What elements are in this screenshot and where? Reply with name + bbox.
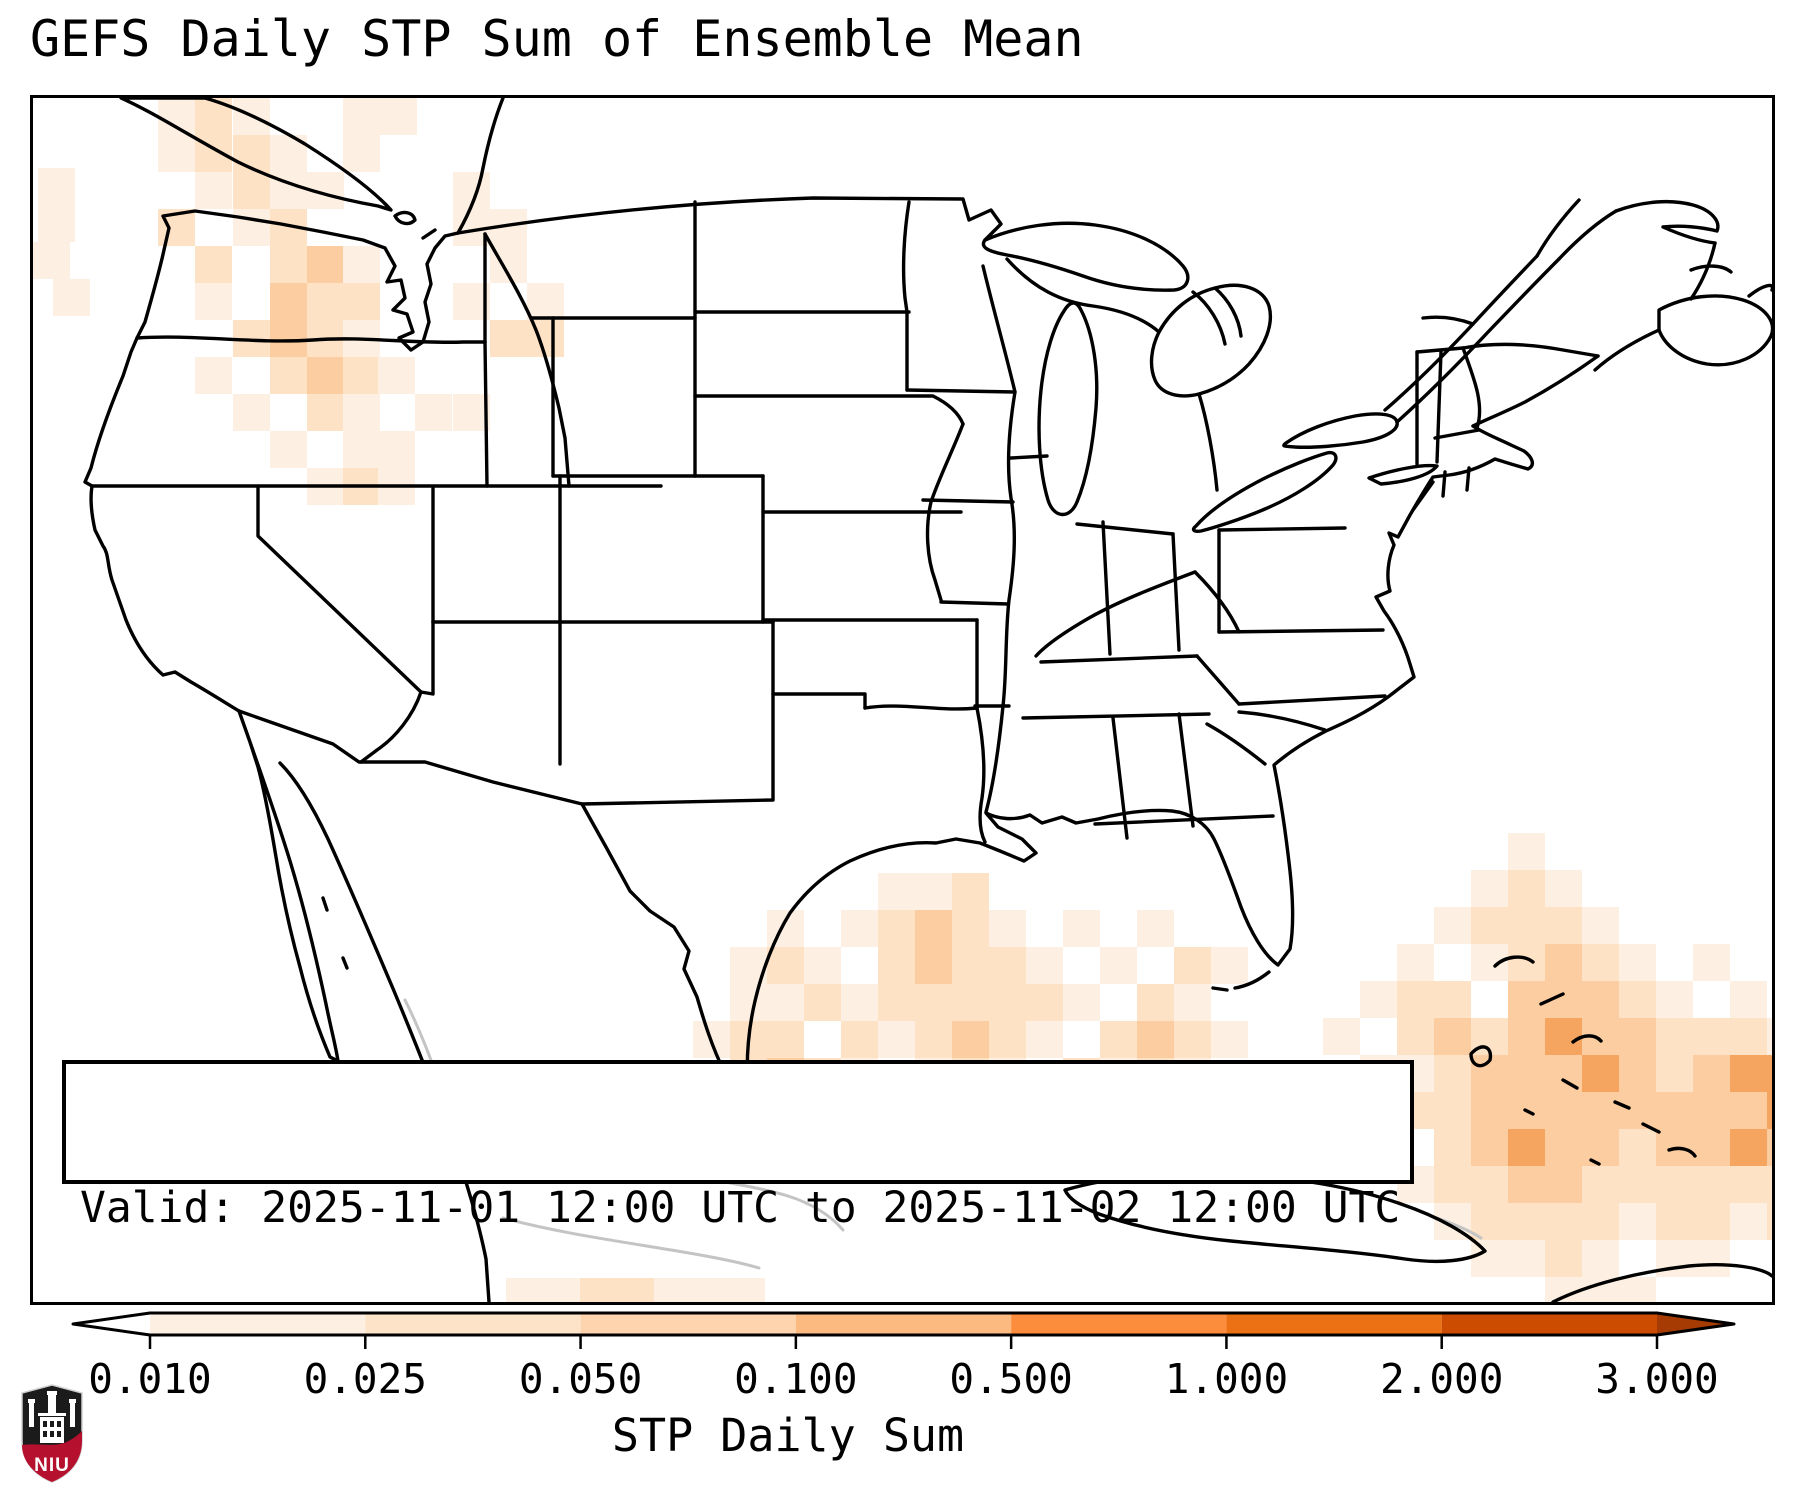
colorbar-tick-label: 2.000 (1379, 1355, 1504, 1403)
colorbar-tick-label: 0.010 (88, 1355, 212, 1403)
colorbar-svg (71, 1311, 1736, 1349)
coastlines-and-state-borders (83, 98, 1772, 1302)
valid-time-line: Valid: 2025-11-01 12:00 UTC to 2025-11-0… (80, 1183, 1401, 1233)
colorbar-tick-label: 0.100 (734, 1355, 858, 1403)
colorbar-ticks (148, 1335, 1659, 1349)
colorbar-segments (150, 1313, 1657, 1335)
niu-red-band (22, 1431, 82, 1482)
colorbar-tick-label: 0.050 (518, 1355, 643, 1403)
niu-logo: NIU (21, 1384, 83, 1483)
info-box: Valid: 2025-11-01 12:00 UTC to 2025-11-0… (62, 1060, 1414, 1233)
page-title: GEFS Daily STP Sum of Ensemble Mean (30, 10, 1084, 68)
colorbar-label: STP Daily Sum (611, 1409, 965, 1462)
map-canvas: Valid: 2025-11-01 12:00 UTC to 2025-11-0… (30, 95, 1775, 1305)
colorbar-under-arrow (73, 1313, 150, 1335)
colorbar-over-arrow (1657, 1313, 1734, 1335)
colorbar-tick-label: 1.000 (1164, 1355, 1289, 1403)
niu-castle-windows (43, 1421, 61, 1437)
stp-raster-cells (33, 98, 1772, 1302)
colorbar: 0.010 0.025 0.050 0.100 0.500 1.000 2.000 3.000… (0, 1305, 1803, 1500)
us-map-svg (33, 98, 1772, 1302)
colorbar-tick-label: 0.025 (303, 1355, 427, 1403)
colorbar-tick-label: 0.500 (949, 1355, 1073, 1403)
colorbar-tick-label: 3.000 (1595, 1355, 1719, 1403)
niu-logo-text: NIU (34, 1455, 70, 1476)
